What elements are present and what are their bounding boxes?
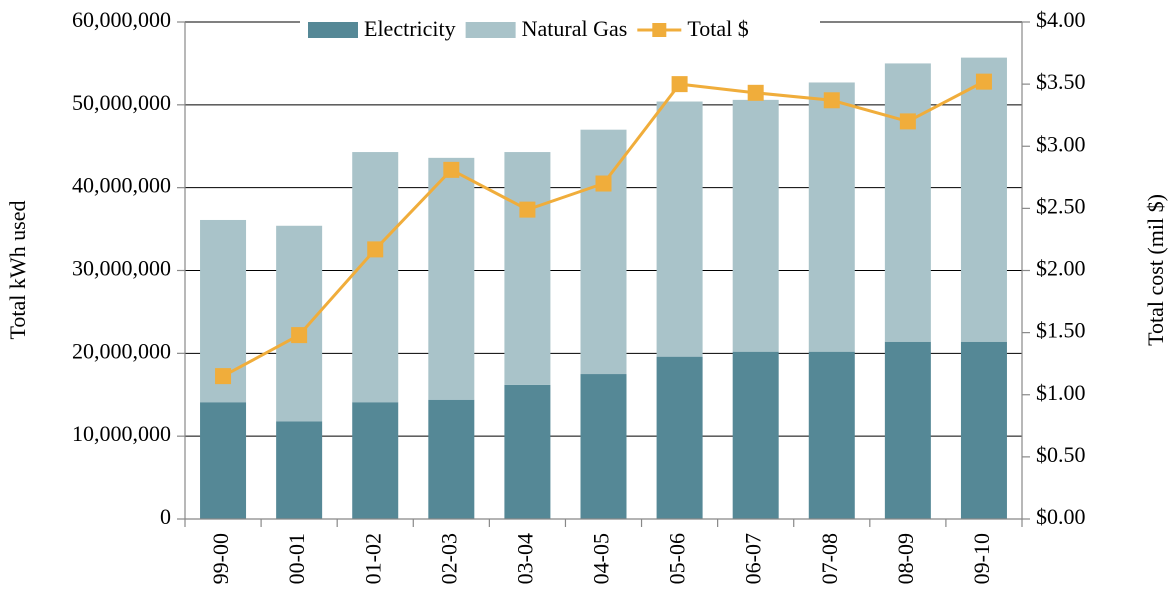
- x-tick-label: 03-04: [512, 533, 537, 584]
- x-tick-label: 05-06: [665, 533, 690, 584]
- bar: [732, 99, 779, 352]
- marker: [443, 161, 460, 178]
- legend-swatch: [652, 23, 667, 37]
- marker: [595, 175, 612, 192]
- x-tick-label: 06-07: [741, 533, 766, 584]
- bar: [960, 341, 1007, 519]
- y-axis-title: Total kWh used: [5, 201, 30, 340]
- legend-swatch: [308, 22, 358, 38]
- bar: [884, 63, 931, 342]
- y-tick-label: 50,000,000: [72, 90, 171, 115]
- x-tick-label: 08-09: [893, 533, 918, 584]
- bar: [580, 374, 627, 519]
- y-tick-label: 10,000,000: [72, 421, 171, 446]
- y2-tick-label: $1.00: [1036, 380, 1086, 405]
- marker: [975, 73, 992, 90]
- marker: [367, 241, 384, 258]
- bar: [352, 152, 399, 403]
- marker: [671, 76, 688, 93]
- x-tick-label: 04-05: [589, 533, 614, 584]
- marker: [291, 327, 308, 344]
- bar: [656, 101, 703, 357]
- y2-tick-label: $0.00: [1036, 504, 1086, 529]
- y-tick-label: 30,000,000: [72, 256, 171, 281]
- x-tick-label: 07-08: [817, 533, 842, 584]
- y-tick-label: 20,000,000: [72, 338, 171, 363]
- bar: [352, 402, 399, 519]
- y2-tick-label: $1.50: [1036, 318, 1086, 343]
- y-tick-label: 40,000,000: [72, 173, 171, 198]
- y2-tick-label: $2.00: [1036, 256, 1086, 281]
- bar: [960, 57, 1007, 342]
- y2-tick-label: $0.50: [1036, 442, 1086, 467]
- bar: [884, 341, 931, 519]
- marker: [823, 92, 840, 109]
- marker: [747, 84, 764, 101]
- bar: [504, 152, 551, 385]
- y2-tick-label: $3.00: [1036, 131, 1086, 156]
- bar: [656, 356, 703, 519]
- x-tick-label: 01-02: [360, 533, 385, 584]
- bar: [428, 157, 475, 400]
- x-tick-label: 09-10: [969, 533, 994, 584]
- y-tick-label: 60,000,000: [72, 7, 171, 32]
- legend-background: [300, 10, 820, 48]
- marker: [519, 201, 536, 218]
- bar: [580, 129, 627, 375]
- y2-tick-label: $2.50: [1036, 193, 1086, 218]
- bar: [276, 421, 323, 519]
- y2-tick-label: $3.50: [1036, 69, 1086, 94]
- bar: [808, 82, 855, 352]
- bar: [808, 351, 855, 519]
- marker: [215, 368, 232, 385]
- x-tick-label: 99-00: [208, 533, 233, 584]
- legend-label: Natural Gas: [522, 16, 628, 41]
- marker: [899, 113, 916, 130]
- y2-tick-label: $4.00: [1036, 7, 1086, 32]
- bar: [200, 402, 247, 519]
- bar: [428, 399, 475, 519]
- legend-swatch: [465, 22, 516, 38]
- x-tick-label: 02-03: [436, 533, 461, 584]
- bar: [504, 384, 551, 519]
- y2-axis-title: Total cost (mil $): [1143, 194, 1168, 346]
- y-tick-label: 0: [160, 504, 171, 529]
- bar: [732, 351, 779, 519]
- legend-label: Electricity: [364, 16, 456, 41]
- legend: Electricity Natural Gas Total $: [300, 10, 820, 48]
- legend-label: Total $: [687, 16, 748, 41]
- bar: [276, 225, 323, 422]
- x-tick-label: 00-01: [284, 533, 309, 584]
